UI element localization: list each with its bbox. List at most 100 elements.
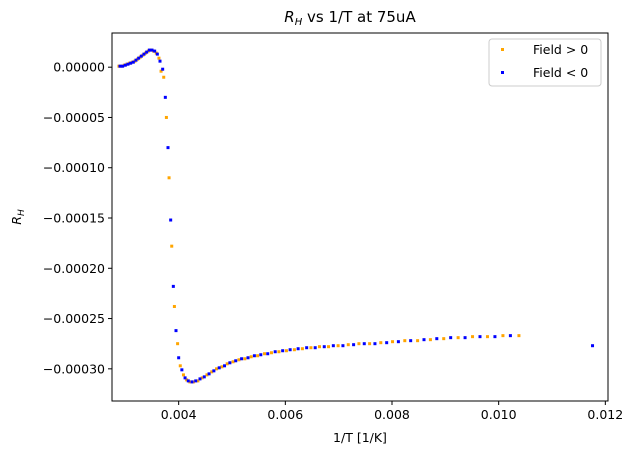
field-negative-point xyxy=(142,52,146,56)
field-negative-point xyxy=(153,49,157,53)
field-positive-point xyxy=(192,380,196,384)
field-negative-point xyxy=(121,64,125,68)
field-negative-point xyxy=(435,337,439,341)
field-negative-point xyxy=(134,58,138,62)
field-negative-point xyxy=(362,342,366,346)
field-positive-point xyxy=(162,75,166,79)
field-positive-point xyxy=(346,343,350,347)
field-negative-point xyxy=(177,356,181,360)
legend: Field > 0 Field < 0 xyxy=(488,38,602,87)
field-positive-point xyxy=(471,335,475,339)
field-negative-point xyxy=(478,335,482,339)
field-negative-point xyxy=(137,56,141,60)
field-negative-point xyxy=(202,375,206,379)
x-axis-label: 1/T [1/K] xyxy=(333,430,387,445)
field-positive-point xyxy=(200,376,204,380)
field-negative-point xyxy=(396,340,400,344)
legend-marker-field-negative xyxy=(501,71,504,74)
field-negative-point xyxy=(305,346,309,350)
y-axis-label-subscript: H xyxy=(17,209,27,216)
field-negative-point xyxy=(266,352,270,356)
field-positive-point xyxy=(428,338,432,342)
field-negative-point xyxy=(296,347,300,351)
x-tick-label: 0.010 xyxy=(481,407,517,422)
chart-title-rest: vs 1/T at 75uA xyxy=(302,8,416,26)
field-positive-point xyxy=(205,373,209,377)
field-positive-point xyxy=(403,339,407,343)
field-negative-point xyxy=(385,341,389,345)
field-negative-point xyxy=(194,379,198,383)
field-positive-point xyxy=(220,365,224,369)
field-negative-point xyxy=(186,379,190,383)
field-positive-point xyxy=(188,380,192,384)
field-negative-point xyxy=(190,380,194,384)
y-axis-ticks: 0.00000 −0.00005 −0.00010 −0.00015 −0.00020 −… xyxy=(43,60,112,376)
field-negative-point xyxy=(322,345,326,349)
field-negative-point xyxy=(449,336,453,340)
field-negative-point xyxy=(422,338,426,342)
y-axis-label-symbol: R xyxy=(9,216,24,225)
field-negative-point xyxy=(118,64,122,68)
legend-marker-field-positive xyxy=(501,48,504,51)
field-negative-point xyxy=(217,366,221,370)
field-positive-point xyxy=(243,357,247,361)
field-negative-point xyxy=(150,48,154,52)
field-positive-point xyxy=(517,334,521,338)
axes-frame xyxy=(111,32,609,402)
field-positive-point xyxy=(269,351,273,355)
field-positive-point xyxy=(292,348,296,352)
x-tick-label: 0.012 xyxy=(587,407,623,422)
field-positive-point xyxy=(176,342,180,346)
field-positive-point xyxy=(225,362,229,366)
field-negative-point xyxy=(166,146,170,150)
field-negative-point xyxy=(163,95,167,99)
field-negative-point xyxy=(147,48,151,52)
field-positive-point xyxy=(501,334,505,338)
chart-title: RH vs 1/T at 75uA xyxy=(284,8,416,28)
field-positive-point xyxy=(249,355,253,359)
field-negative-point xyxy=(234,359,238,363)
field-negative-point xyxy=(463,336,467,340)
field-positive-point xyxy=(357,342,361,346)
field-negative-point xyxy=(331,344,335,348)
field-positive-point xyxy=(368,342,372,346)
legend-box xyxy=(488,38,602,87)
field-negative-point xyxy=(126,62,130,66)
field-negative-point xyxy=(158,59,162,63)
field-negative-point xyxy=(508,334,512,338)
field-positive-point xyxy=(336,344,340,348)
field-negative-point xyxy=(207,372,211,376)
x-tick-label: 0.004 xyxy=(161,407,197,422)
field-positive-point xyxy=(164,115,168,119)
field-negative-point xyxy=(139,54,143,58)
field-positive-point xyxy=(277,350,281,354)
field-positive-point xyxy=(167,176,171,180)
field-positive-point xyxy=(263,352,267,356)
field-negative-point xyxy=(341,344,345,348)
field-negative-point xyxy=(493,335,497,339)
field-positive-point xyxy=(317,345,321,349)
field-positive-point xyxy=(172,304,176,308)
field-negative-point xyxy=(131,60,135,64)
field-positive-point xyxy=(215,367,219,371)
field-negative-point xyxy=(273,350,277,354)
field-positive-point xyxy=(309,346,313,350)
field-negative-point xyxy=(313,346,317,350)
field-negative-point xyxy=(198,377,202,381)
field-positive-point xyxy=(237,358,241,362)
y-tick-label: −0.00030 xyxy=(43,361,105,376)
field-negative-point xyxy=(228,361,232,365)
field-positive-point xyxy=(210,370,214,374)
field-negative-point xyxy=(174,329,178,333)
field-positive-point xyxy=(442,337,446,341)
legend-label-field-negative: Field < 0 xyxy=(533,65,588,80)
y-axis-label: RH xyxy=(9,209,27,225)
field-positive-point xyxy=(159,69,163,73)
field-positive-point xyxy=(196,379,200,383)
field-negative-point xyxy=(223,364,227,368)
field-positive-point xyxy=(256,354,260,358)
field-positive-point xyxy=(231,360,235,364)
legend-label-field-positive: Field > 0 xyxy=(533,42,588,57)
y-tick-label: 0.00000 xyxy=(53,60,105,75)
